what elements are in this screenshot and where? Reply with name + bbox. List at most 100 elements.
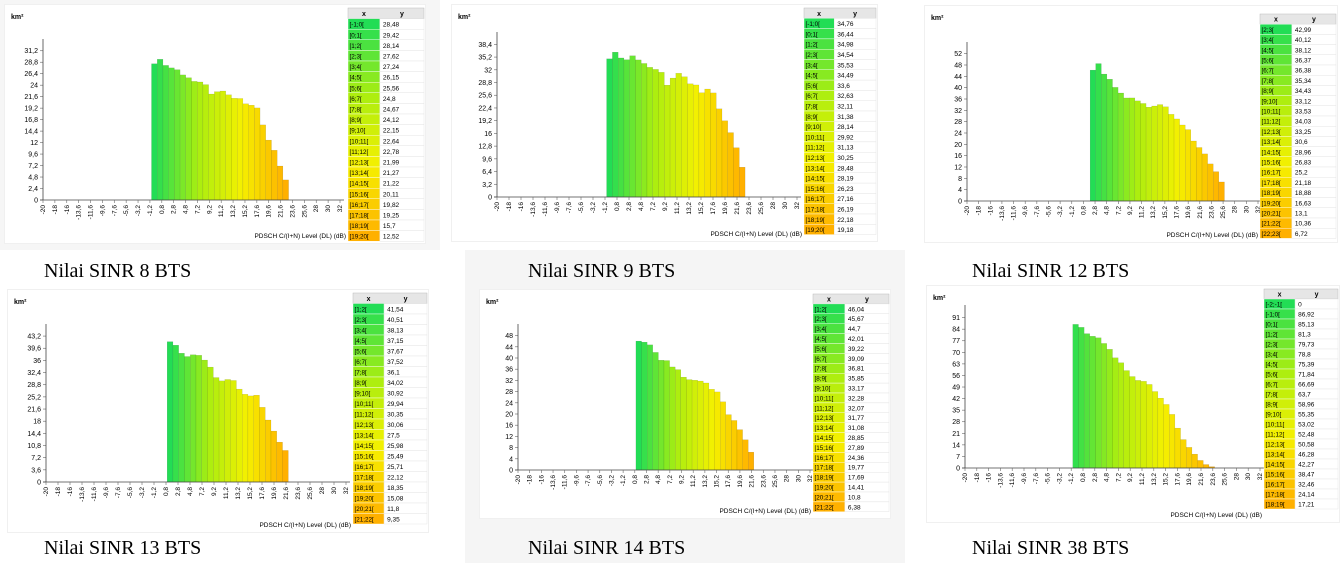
bar (190, 354, 197, 483)
x-tick-label: 15,2 (714, 475, 721, 488)
table-cell-y: 33,6 (837, 83, 850, 90)
bar (635, 340, 642, 471)
table-cell-y: 33,12 (1295, 98, 1312, 105)
table-cell-x: [11;12[ (355, 412, 374, 419)
chart-panel-6: km² 0 7 14 21 28 35 42 49 56 63 70 77 84 91 -20 -18 -16 -1… (927, 286, 1339, 522)
bar (179, 74, 186, 201)
table-cell-y: 21,27 (383, 170, 400, 177)
table-cell-y: 27,62 (383, 54, 400, 61)
bar (725, 414, 732, 471)
table-cell-x: [7;8[ (355, 370, 368, 377)
table-cell-y: 11,8 (387, 506, 400, 513)
table-cell-y: 32,07 (848, 405, 865, 412)
bar (1151, 105, 1158, 202)
x-tick-label: 13,2 (235, 487, 242, 500)
table-cell-x: [-1;0[ (350, 22, 365, 29)
x-tick-label: -7,6 (115, 487, 122, 499)
table-cell-y: 14,41 (848, 485, 865, 492)
table-cell-x: [17;18[ (1266, 492, 1286, 499)
table-cell-x: [16;17[ (1266, 482, 1286, 489)
x-tick-label: 17,6 (725, 475, 732, 488)
x-tick-label: 13,2 (1150, 206, 1157, 219)
table-header-y: y (1312, 17, 1316, 24)
table-cell-x: [8;9[ (1262, 88, 1275, 95)
bar (1123, 370, 1130, 469)
bar (652, 352, 659, 471)
bar (693, 84, 700, 198)
table-cell-x: [12;13[ (1262, 129, 1282, 136)
table-cell-x: [13;14[ (350, 170, 370, 177)
table-cell-y: 27,24 (383, 64, 400, 71)
table-cell-y: 46,04 (848, 306, 865, 313)
y-tick-label: 31,2 (24, 48, 38, 55)
table-cell-x: [8;9[ (815, 376, 828, 383)
table-header-y: y (404, 296, 408, 303)
table-cell-x: [9;10[ (815, 386, 831, 393)
table-cell-x: [-1;0[ (806, 21, 821, 28)
bar (151, 63, 158, 201)
table-cell-y: 13,1 (1295, 211, 1308, 218)
table-cell-y: 26,19 (837, 207, 854, 214)
table-cell-y: 31,38 (837, 114, 854, 121)
bar (703, 382, 710, 471)
x-tick-label: -13,6 (999, 206, 1006, 221)
table-cell-y: 25,49 (387, 454, 404, 461)
x-tick-label: 4,8 (183, 205, 190, 214)
table-cell-x: [19;20[ (806, 227, 826, 234)
table-cell-x: [15;16[ (1266, 472, 1286, 479)
table-cell-y: 26,23 (837, 186, 854, 193)
table-cell-x: [1;2[ (355, 307, 368, 314)
x-tick-label: 21,6 (734, 202, 741, 215)
table-cell-y: 34,98 (837, 42, 854, 49)
y-tick-label: 26,4 (24, 71, 38, 78)
x-tick-label: 17,6 (254, 205, 261, 218)
table-cell-x: [5;6[ (1262, 58, 1275, 65)
table-cell-y: 22,12 (387, 475, 404, 482)
table-cell-x: [18;19[ (350, 223, 370, 230)
x-tick-label: -3,2 (590, 202, 597, 214)
bar (663, 360, 670, 471)
table-cell-x: [7;8[ (1266, 392, 1279, 399)
table-cell-y: 30,6 (1295, 139, 1308, 146)
table-cell-y: 28,48 (837, 165, 854, 172)
table-cell-x: [4;5[ (806, 73, 819, 80)
table-cell-y: 30,25 (837, 155, 854, 162)
table-cell-x: [20;21[ (815, 494, 835, 501)
table-cell-x: [16;17[ (355, 464, 375, 471)
x-tick-label: 32 (343, 487, 350, 495)
bar (1203, 464, 1210, 469)
x-tick-label: 19,6 (737, 475, 744, 488)
table-cell-x: [14;15[ (806, 176, 826, 183)
bar (708, 389, 715, 471)
x-tick-label: -1,2 (147, 205, 154, 217)
table-cell-y: 32,63 (837, 93, 854, 100)
bar (669, 366, 676, 471)
table-cell-y: 79,73 (1298, 342, 1315, 349)
table-cell-x: [17;18[ (1262, 180, 1282, 187)
table-cell-y: 38,47 (1298, 472, 1315, 479)
x-tick-label: 11,2 (1139, 206, 1146, 219)
table-cell-y: 58,96 (1298, 402, 1315, 409)
unit-label: km² (933, 295, 946, 302)
table-cell-x: [11;12[ (815, 405, 834, 412)
bar (247, 395, 254, 483)
table-cell-y: 28,14 (383, 43, 400, 50)
bar (197, 81, 204, 201)
bar (224, 379, 231, 483)
table-cell-x: [16;17[ (1262, 170, 1282, 177)
table-cell-x: [21;22[ (815, 504, 835, 511)
table-cell-y: 42,99 (1295, 27, 1312, 34)
y-tick-label: 49 (952, 385, 960, 392)
y-tick-label: 21,6 (27, 407, 41, 414)
y-tick-label: 25,6 (478, 93, 492, 100)
x-tick-label: -7,6 (111, 205, 118, 217)
bar (1174, 427, 1181, 469)
table-cell-y: 19,77 (848, 465, 865, 472)
x-tick-label: -11,6 (88, 205, 95, 220)
x-tick-label: 13,2 (1151, 473, 1158, 486)
x-tick-label: -7,6 (585, 475, 592, 487)
table-cell-x: [19;20[ (1262, 200, 1282, 207)
table-header (803, 7, 877, 19)
bar (742, 439, 749, 471)
